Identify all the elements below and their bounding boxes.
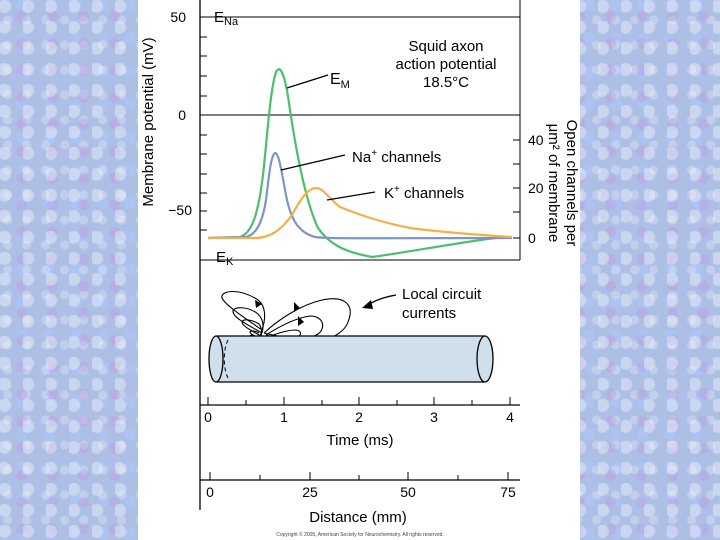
right-axis-label-line2: μm² of membrane [545, 124, 562, 243]
distance-axis-ticks [209, 472, 509, 480]
e-k-label: EK [216, 249, 234, 268]
current-loop-arrowheads [255, 300, 304, 326]
na-channels-label: Na+ channels [352, 148, 441, 166]
title-line-3: 18.5°C [423, 74, 469, 91]
right-axis-label-line1: Open channels per [563, 120, 580, 247]
title-line-2: action potential [396, 56, 497, 73]
leader-lines [280, 74, 397, 306]
right-ticks [513, 139, 520, 239]
time-axis-ticks [207, 397, 511, 405]
k-channels-label: K+ channels [384, 184, 464, 202]
right-tick-20: 20 [528, 180, 544, 196]
local-circuit-label-line2: currents [402, 305, 456, 322]
membrane-potential-curve [207, 68, 513, 259]
right-tick-40: 40 [528, 132, 544, 148]
time-tick-4: 4 [506, 409, 514, 425]
y-tick-minus-50: −50 [168, 202, 192, 218]
time-tick-0: 0 [204, 409, 212, 425]
left-ticks [200, 36, 207, 231]
na-channels-curve [207, 151, 513, 240]
k-channels-curve [208, 186, 513, 240]
local-currents-arrowhead [362, 300, 373, 309]
distance-axis-label: Distance (mm) [309, 509, 407, 526]
copyright-notice: Copyright © 2005, American Society for N… [276, 531, 444, 538]
distance-tick-25: 25 [302, 484, 318, 500]
distance-tick-50: 50 [400, 484, 416, 500]
local-circuit-label-line1: Local circuit [402, 286, 482, 303]
time-axis-label: Time (ms) [327, 432, 394, 449]
distance-tick-75: 75 [500, 484, 516, 500]
time-tick-3: 3 [430, 409, 438, 425]
y-tick-50: 50 [170, 9, 186, 25]
em-label: EM [330, 71, 350, 91]
y-axis-label: Membrane potential (mV) [140, 37, 157, 206]
distance-tick-0: 0 [206, 484, 214, 500]
time-tick-1: 1 [280, 409, 288, 425]
right-tick-0: 0 [528, 230, 536, 246]
time-tick-2: 2 [355, 409, 363, 425]
title-line-1: Squid axon [408, 38, 483, 55]
figure-panel [138, 0, 580, 540]
y-tick-0: 0 [178, 107, 186, 123]
axon-cylinder [208, 335, 494, 383]
e-na-label: ENa [214, 9, 239, 28]
